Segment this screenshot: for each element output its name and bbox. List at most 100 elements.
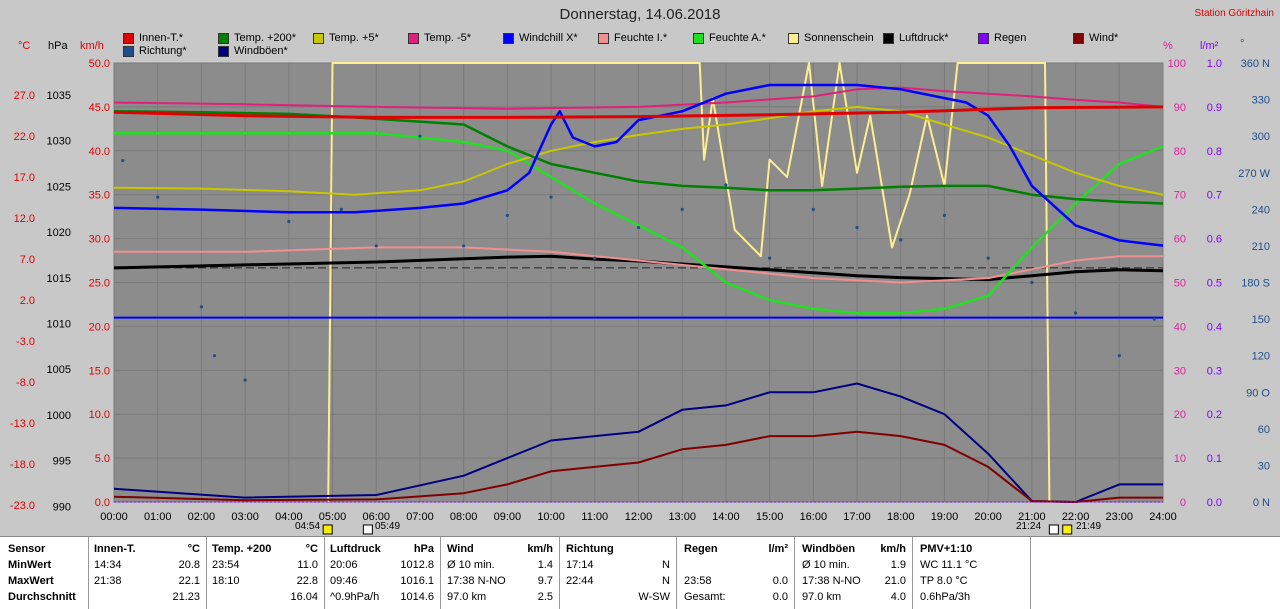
summary-time: 21:38 bbox=[94, 575, 122, 587]
summary-row: 17:38 N-NO 21.0 bbox=[802, 573, 906, 589]
legend-label: Wind* bbox=[1089, 32, 1119, 44]
summary-header: Richtung bbox=[566, 541, 670, 557]
tick-celsius: 17.0 bbox=[14, 172, 35, 184]
legend-swatch bbox=[123, 45, 134, 57]
tick-percent: 40 bbox=[1174, 321, 1186, 333]
summary-value: 1.9 bbox=[890, 559, 906, 571]
tick-time: 22:00 bbox=[1062, 511, 1090, 523]
legend-label: Richtung* bbox=[139, 45, 187, 57]
summary-value: 9.7 bbox=[537, 575, 553, 587]
kmh-unit: km/h bbox=[80, 40, 104, 52]
summary-time: Ø 10 min. bbox=[447, 559, 495, 571]
summary-row: Ø 10 min. 1.4 bbox=[447, 557, 553, 573]
legend-label: Feuchte I.* bbox=[614, 32, 668, 44]
direction-point bbox=[636, 226, 641, 230]
divider bbox=[1030, 537, 1031, 609]
summary-value: 0.0 bbox=[772, 575, 788, 587]
direction-point bbox=[768, 256, 772, 260]
summary-row bbox=[684, 557, 788, 573]
summary-row: 21.23 bbox=[94, 589, 200, 605]
summary-header-unit: km/h bbox=[880, 543, 906, 555]
legend-item: Windböen* bbox=[218, 45, 288, 57]
tick-lm2: 0.8 bbox=[1207, 146, 1222, 158]
legend-label: Sonnenschein bbox=[804, 32, 874, 44]
summary-header-unit: °C bbox=[187, 543, 200, 555]
summary-header: Regen l/m² bbox=[684, 541, 788, 557]
tick-celsius: -8.0 bbox=[16, 377, 35, 389]
tick-percent: 50 bbox=[1174, 278, 1186, 290]
direction-point bbox=[855, 226, 859, 230]
divider bbox=[206, 537, 207, 609]
tick-time: 10:00 bbox=[537, 511, 565, 523]
tick-percent: 70 bbox=[1174, 190, 1186, 202]
summary-value: 21.23 bbox=[172, 591, 200, 603]
legend-item: Temp. -5* bbox=[408, 32, 471, 44]
tick-hpa: 995 bbox=[53, 456, 71, 468]
legend-label: Luftdruck* bbox=[899, 32, 949, 44]
summary-header-label: Luftdruck bbox=[330, 543, 381, 555]
summary-value: 1012.8 bbox=[400, 559, 434, 571]
tick-kmh: 30.0 bbox=[89, 234, 110, 246]
summary-header-unit: km/h bbox=[527, 543, 553, 555]
summary-row: WC 11.1 °C bbox=[920, 557, 1024, 573]
tick-time: 23:00 bbox=[1106, 511, 1134, 523]
sunrise-time: 04:54 bbox=[295, 521, 321, 532]
summary-header: Luftdruck hPa bbox=[330, 541, 434, 557]
tick-lm2: 0.1 bbox=[1207, 453, 1222, 465]
tick-hpa: 1015 bbox=[47, 273, 71, 285]
tick-kmh: 0.0 bbox=[95, 497, 110, 509]
summary-col-wind: Wind km/h Ø 10 min. 1.4 17:38 N-NO 9.7 97.0 km… bbox=[447, 541, 553, 607]
legend-label: Innen-T.* bbox=[139, 32, 184, 44]
tick-hpa: 1000 bbox=[47, 410, 71, 422]
tick-hpa: 1005 bbox=[47, 364, 71, 376]
tick-hpa: 1035 bbox=[47, 90, 71, 102]
sunset-time: 21:24 bbox=[1016, 521, 1042, 532]
summary-row: 22:44 N bbox=[566, 573, 670, 589]
series-sonnenschein bbox=[327, 62, 1051, 503]
lm2-unit: l/m² bbox=[1200, 40, 1219, 52]
tick-time: 16:00 bbox=[800, 511, 828, 523]
moonrise-time: 05:49 bbox=[375, 521, 401, 532]
tick-celsius: 27.0 bbox=[14, 90, 35, 102]
summary-time: 20:06 bbox=[330, 559, 358, 571]
tick-time: 04:00 bbox=[275, 511, 303, 523]
direction-point bbox=[942, 213, 947, 218]
legend-label: Temp. +200* bbox=[234, 32, 297, 44]
summary-time: 18:10 bbox=[212, 575, 240, 587]
summary-row: 09:46 1016.1 bbox=[330, 573, 434, 589]
tick-celsius: 12.0 bbox=[14, 213, 35, 225]
summary-row: 17:38 N-NO 9.7 bbox=[447, 573, 553, 589]
tick-hpa: 1010 bbox=[47, 319, 71, 331]
legend-swatch bbox=[123, 32, 134, 44]
tick-percent: 30 bbox=[1174, 365, 1186, 377]
direction-point bbox=[418, 134, 422, 138]
direction-point bbox=[212, 354, 217, 358]
tick-time: 20:00 bbox=[974, 511, 1002, 523]
summary-value: 22.1 bbox=[178, 575, 200, 587]
tick-hpa: 1020 bbox=[47, 227, 71, 239]
tick-direction: 240 bbox=[1252, 204, 1270, 216]
legend-swatch bbox=[693, 32, 704, 44]
tick-time: 00:00 bbox=[100, 511, 128, 523]
tick-hpa: 1025 bbox=[47, 181, 71, 193]
summary-value: 2.5 bbox=[537, 591, 553, 603]
summary-header-label: Regen bbox=[684, 543, 718, 555]
chart-title: Donnerstag, 14.06.2018 bbox=[559, 6, 721, 23]
summary-value: 1.4 bbox=[537, 559, 553, 571]
direction-point bbox=[462, 244, 466, 248]
divider bbox=[440, 537, 441, 609]
tick-celsius: -23.0 bbox=[10, 500, 35, 512]
legend-item: Richtung* bbox=[123, 45, 187, 57]
tick-percent: 10 bbox=[1174, 453, 1186, 465]
tick-kmh: 25.0 bbox=[89, 278, 110, 290]
sensor-header: Sensor bbox=[8, 543, 46, 555]
tick-celsius: 2.0 bbox=[20, 295, 35, 307]
legend-swatch bbox=[598, 32, 609, 44]
divider bbox=[559, 537, 560, 609]
summary-row: 14:34 20.8 bbox=[94, 557, 200, 573]
summary-row: 23:58 0.0 bbox=[684, 573, 788, 589]
summary-time: 09:46 bbox=[330, 575, 358, 587]
summary-time: 17:38 N-NO bbox=[447, 575, 506, 587]
divider bbox=[88, 537, 89, 609]
direction-point bbox=[724, 183, 728, 187]
